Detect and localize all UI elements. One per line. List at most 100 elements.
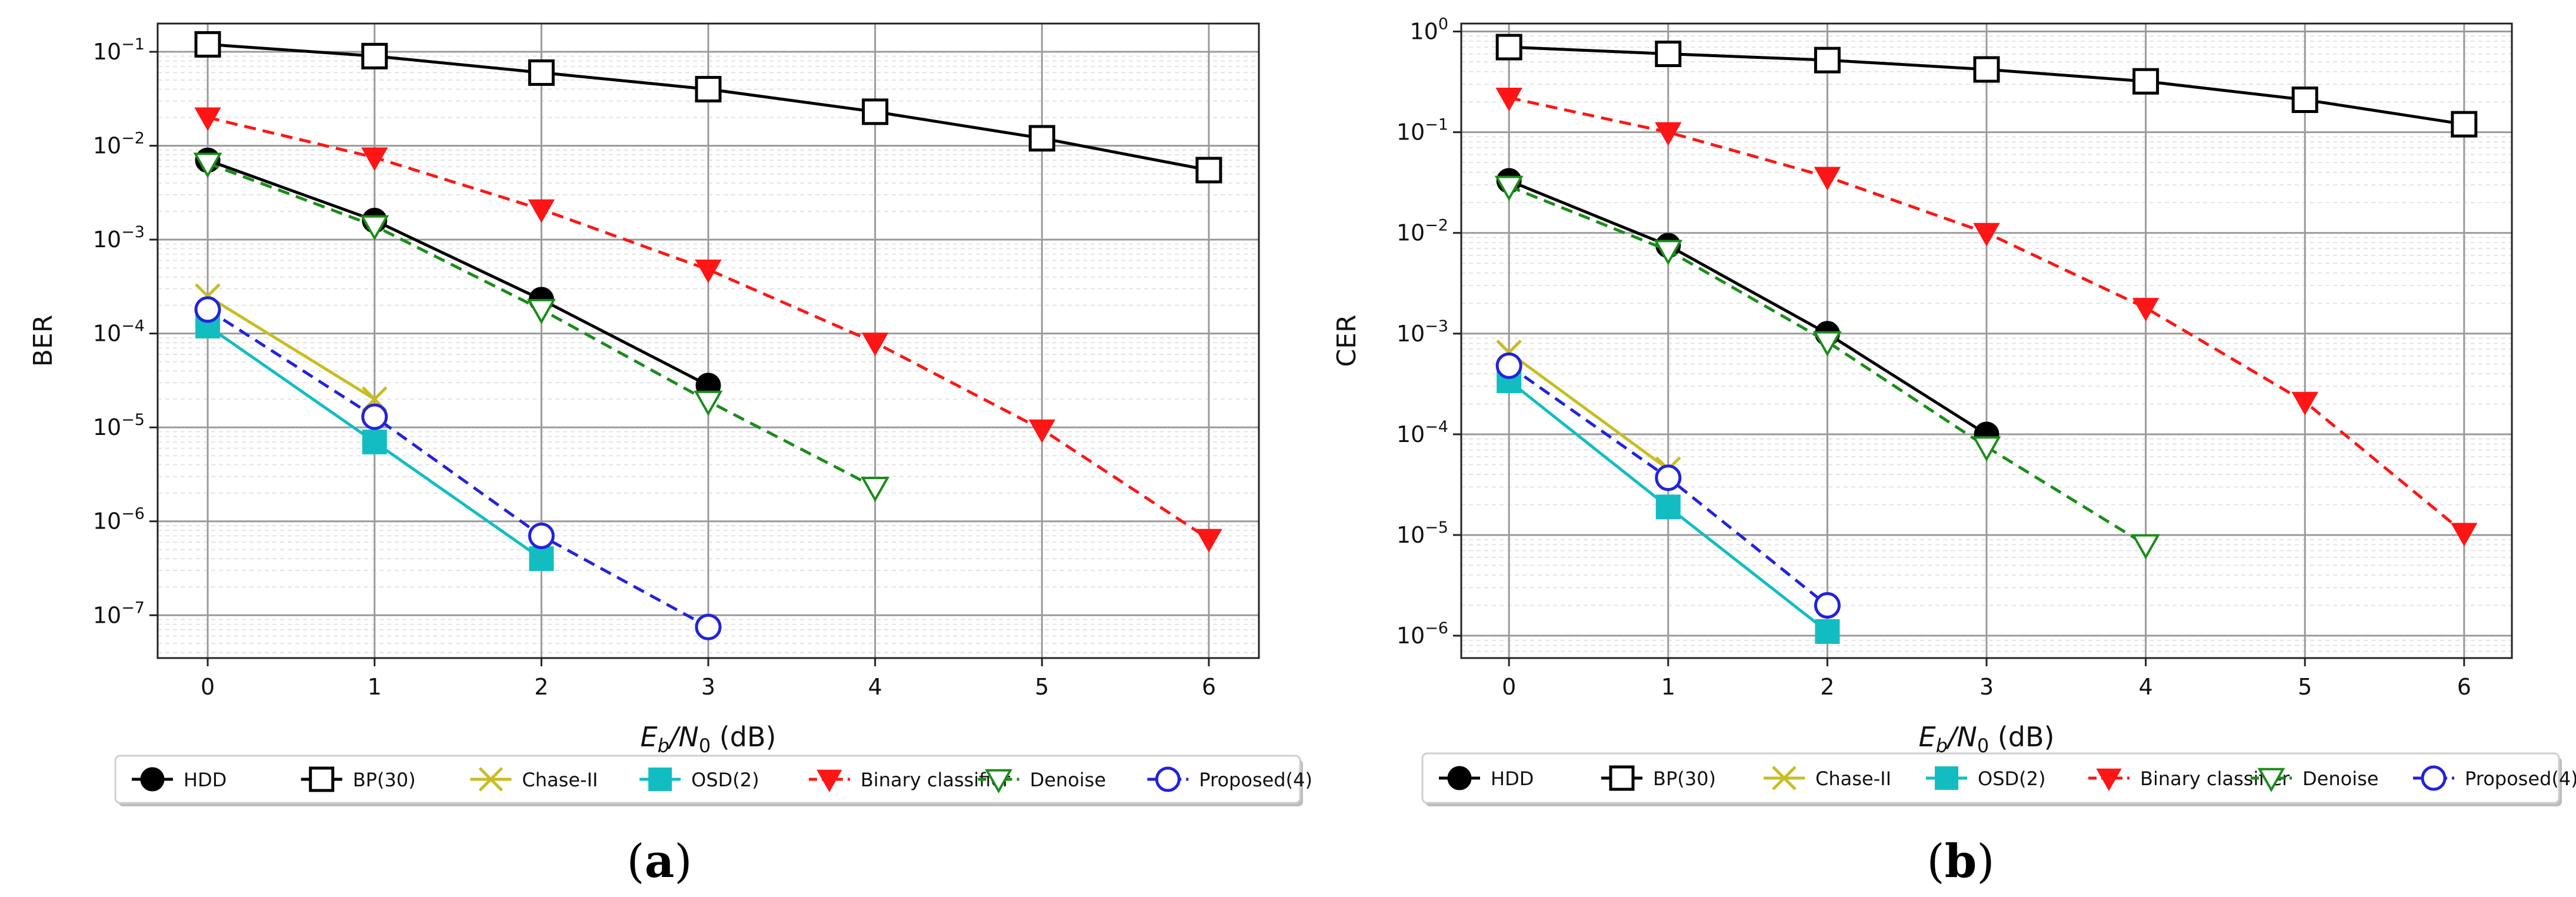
y-tick-label: 10−5	[1397, 519, 1448, 548]
data-point-bp-30	[361, 42, 388, 69]
y-tick-label: 10−4	[1397, 418, 1448, 447]
data-point-bp-30	[1655, 41, 1682, 68]
data-point-bp-30	[1973, 56, 2000, 83]
data-point-denoise	[360, 215, 389, 241]
y-tick-label: 10−6	[93, 505, 145, 534]
series-denoise	[1494, 175, 2161, 560]
data-point-denoise	[1494, 175, 1524, 201]
data-point-bp-30	[2132, 68, 2160, 95]
data-point-denoise	[2131, 534, 2161, 560]
chart-panel-b: 0 1 2 3 4 5 6 10−6 10−5 10−4 10−3 10−2 10−1 100 CER Eb/…	[1332, 15, 2576, 888]
legend-marker	[648, 768, 672, 791]
legend-label: Chase-II	[522, 769, 598, 791]
series-line-hdd	[207, 158, 709, 387]
series-denoise	[193, 152, 890, 503]
y-tick-label: 10−6	[1397, 619, 1448, 649]
data-point-binary-classifier	[2291, 391, 2318, 416]
legend-item-osd-2: OSD(2)	[639, 768, 759, 791]
series-line-chase-ii	[1508, 351, 1669, 471]
data-point-proposed-4	[1814, 592, 1841, 619]
x-tick-label: 2	[534, 674, 548, 700]
panel-caption: (b)	[1927, 835, 1994, 888]
x-tick-label: 3	[1980, 674, 1994, 700]
data-point-proposed-4	[1655, 464, 1682, 491]
x-tick-label: 4	[2139, 674, 2153, 700]
x-tick-label: 6	[2457, 674, 2471, 700]
panel-caption: (a)	[626, 835, 692, 888]
data-point-binary-classifier	[528, 199, 555, 223]
x-tick-label: 0	[201, 674, 215, 700]
legend-marker	[1447, 766, 1472, 790]
x-tick-label: 4	[868, 674, 882, 700]
legend-marker	[1609, 765, 1635, 791]
legend-marker	[2421, 765, 2447, 791]
data-point-bp-30	[862, 98, 889, 125]
data-point-bp-30	[1495, 34, 1522, 61]
data-point-bp-30	[1814, 46, 1841, 74]
series-line-proposed-4	[206, 308, 709, 629]
legend-label: Denoise	[1030, 769, 1106, 791]
legend-marker	[309, 766, 335, 792]
data-point-binary-classifier	[1195, 529, 1222, 553]
data-point-proposed-4	[528, 522, 555, 549]
x-axis-label: Eb/N0 (dB)	[1919, 721, 2055, 757]
legend-item-osd-2: OSD(2)	[1926, 766, 2045, 790]
data-point-binary-classifier	[695, 259, 722, 283]
legend-marker	[1772, 766, 1797, 790]
series-proposed-4	[1495, 352, 1841, 619]
data-point-proposed-4	[1495, 352, 1522, 379]
legend-item-hdd: HDD	[132, 767, 226, 792]
data-point-bp-30	[1195, 157, 1222, 184]
legend-label: OSD(2)	[691, 769, 759, 791]
data-point-binary-classifier	[1814, 167, 1841, 191]
x-axis-label: Eb/N0 (dB)	[641, 721, 777, 757]
data-point-binary-classifier	[1028, 419, 1055, 443]
y-tick-label: 10−4	[93, 317, 145, 347]
data-point-binary-classifier	[2132, 298, 2160, 322]
data-point-binary-classifier	[1973, 222, 2000, 247]
x-tick-label: 1	[1661, 674, 1675, 700]
data-point-bp-30	[194, 31, 221, 58]
legend-box	[1421, 752, 2560, 804]
data-point-bp-30	[695, 76, 722, 103]
legend-item-hdd: HDD	[1439, 766, 1534, 790]
legend-label: HDD	[184, 769, 226, 791]
legend-item-denoise: Denoise	[978, 769, 1106, 794]
legend-item-chase-ii: Chase-II	[470, 767, 598, 792]
legend-marker	[1935, 766, 1958, 790]
legend-marker	[817, 769, 842, 792]
y-axis-label: BER	[28, 315, 58, 367]
data-point-bp-30	[1028, 125, 1055, 152]
data-point-binary-classifier	[194, 107, 221, 131]
data-point-denoise	[861, 477, 890, 503]
legend-marker	[1155, 766, 1181, 792]
legend-label: OSD(2)	[1978, 768, 2045, 790]
legend-marker	[478, 767, 504, 792]
legend-item-proposed-4: Proposed(4)	[2413, 765, 2576, 791]
legend-label: BP(30)	[1653, 768, 1716, 790]
legend-label: Chase-II	[1815, 768, 1891, 790]
x-tick-label: 6	[1202, 674, 1216, 700]
data-point-binary-classifier	[2451, 523, 2478, 547]
data-point-denoise	[1972, 436, 2001, 462]
y-tick-label: 100	[1409, 15, 1448, 45]
data-point-binary-classifier	[861, 333, 889, 357]
y-axis-label: CER	[1332, 314, 1362, 367]
minor-grid	[1461, 35, 2512, 652]
x-tick-label: 5	[2298, 674, 2312, 700]
data-point-bp-30	[2451, 111, 2478, 138]
data-point-binary-classifier	[1495, 88, 1522, 112]
data-point-proposed-4	[361, 403, 388, 430]
data-point-denoise	[1654, 240, 1683, 265]
legend-label: Denoise	[2302, 768, 2378, 790]
legend-label: HDD	[1491, 768, 1534, 790]
series-bp-30	[194, 31, 1222, 184]
series-line-chase-ii	[206, 295, 376, 401]
x-tick-label: 3	[701, 674, 715, 700]
legend-item-denoise: Denoise	[2251, 768, 2378, 793]
data-point-proposed-4	[695, 613, 722, 640]
data-point-bp-30	[2291, 87, 2318, 114]
y-tick-label: 10−2	[1397, 217, 1448, 246]
series-line-denoise	[1508, 185, 2147, 546]
y-tick-label: 10−3	[93, 223, 145, 253]
